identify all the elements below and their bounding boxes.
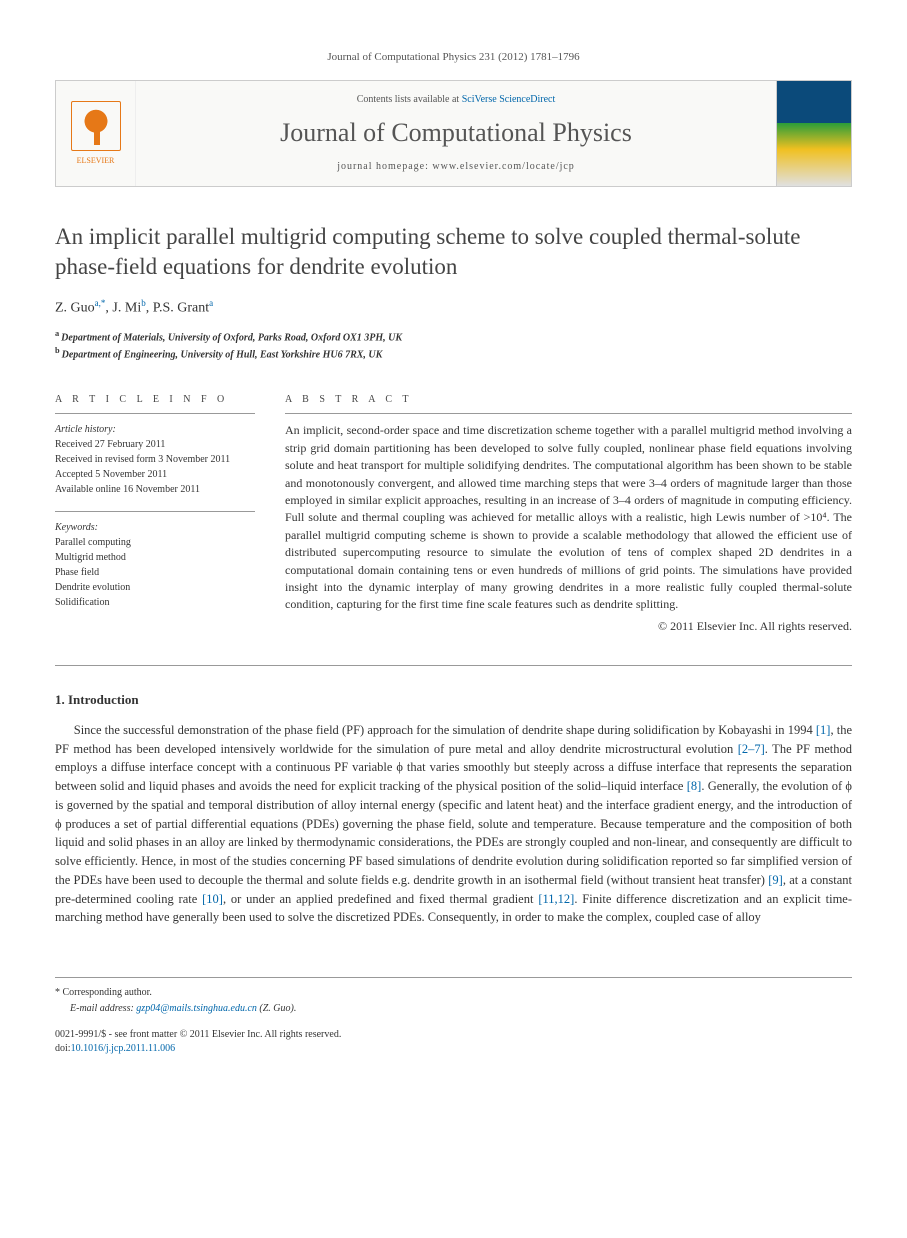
intro-text-1a: Since the successful demonstration of th… (74, 723, 816, 737)
author-3: P.S. Grant (153, 300, 209, 315)
journal-banner: ELSEVIER Contents lists available at Sci… (55, 80, 852, 186)
banner-center: Contents lists available at SciVerse Sci… (136, 81, 776, 185)
ref-link-9[interactable]: [9] (768, 873, 783, 887)
author-3-sup: a (209, 298, 213, 308)
history-label: Article history: (55, 422, 255, 437)
article-history-block: Article history: Received 27 February 20… (55, 422, 255, 497)
author-1: Z. Guo (55, 300, 95, 315)
article-title: An implicit parallel multigrid computing… (55, 222, 852, 282)
article-info-column: A R T I C L E I N F O Article history: R… (55, 387, 255, 634)
keyword-5: Solidification (55, 595, 255, 610)
corresponding-author: * Corresponding author. (55, 986, 852, 1000)
doi-label: doi: (55, 1043, 71, 1054)
journal-cover-thumb (776, 81, 851, 185)
keyword-4: Dendrite evolution (55, 580, 255, 595)
keywords-label: Keywords: (55, 520, 255, 535)
homepage-prefix: journal homepage: (337, 161, 432, 172)
contents-prefix: Contents lists available at (357, 94, 462, 105)
keyword-2: Multigrid method (55, 550, 255, 565)
abstract-text: An implicit, second-order space and time… (285, 422, 852, 613)
author-2-sup: b (141, 298, 146, 308)
homepage-url: www.elsevier.com/locate/jcp (432, 161, 574, 172)
ref-link-8[interactable]: [8] (687, 779, 702, 793)
email-suffix: (Z. Guo). (257, 1003, 296, 1014)
issn-line: 0021-9991/$ - see front matter © 2011 El… (55, 1028, 852, 1042)
author-2: J. Mi (112, 300, 141, 315)
journal-name: Journal of Computational Physics (146, 115, 766, 151)
keywords-block: Keywords: Parallel computing Multigrid m… (55, 520, 255, 610)
ref-link-2-7[interactable]: [2–7] (738, 742, 765, 756)
ref-link-10[interactable]: [10] (202, 892, 223, 906)
keyword-1: Parallel computing (55, 535, 255, 550)
keyword-3: Phase field (55, 565, 255, 580)
intro-text-1f: , or under an applied predefined and fix… (223, 892, 538, 906)
affiliation-b: Department of Engineering, University of… (62, 349, 383, 360)
page-footer: * Corresponding author. E-mail address: … (55, 977, 852, 1056)
elsevier-tree-icon (71, 101, 121, 151)
abstract-heading: A B S T R A C T (285, 387, 852, 414)
publisher-name: ELSEVIER (77, 155, 115, 166)
contents-available-line: Contents lists available at SciVerse Sci… (146, 93, 766, 107)
revised-date: Received in revised form 3 November 2011 (55, 452, 255, 467)
intro-text-1d: . Generally, the evolution of ϕ is gover… (55, 779, 852, 887)
received-date: Received 27 February 2011 (55, 437, 255, 452)
sciencedirect-link[interactable]: SciVerse ScienceDirect (462, 94, 556, 105)
doi-link[interactable]: 10.1016/j.jcp.2011.11.006 (71, 1043, 176, 1054)
online-date: Available online 16 November 2011 (55, 482, 255, 497)
abstract-copyright: © 2011 Elsevier Inc. All rights reserved… (285, 618, 852, 635)
email-line: E-mail address: gzp04@mails.tsinghua.edu… (70, 1002, 852, 1016)
accepted-date: Accepted 5 November 2011 (55, 467, 255, 482)
email-link[interactable]: gzp04@mails.tsinghua.edu.cn (136, 1003, 257, 1014)
running-header: Journal of Computational Physics 231 (20… (55, 50, 852, 65)
doi-line: doi:10.1016/j.jcp.2011.11.006 (55, 1042, 852, 1056)
email-label: E-mail address: (70, 1003, 136, 1014)
abstract-column: A B S T R A C T An implicit, second-orde… (285, 387, 852, 634)
info-divider (55, 511, 255, 512)
article-info-heading: A R T I C L E I N F O (55, 387, 255, 414)
ref-link-1[interactable]: [1] (816, 723, 831, 737)
intro-paragraph-1: Since the successful demonstration of th… (55, 721, 852, 927)
affiliation-a: Department of Materials, University of O… (61, 332, 402, 343)
intro-heading: 1. Introduction (55, 691, 852, 709)
affiliations: aDepartment of Materials, University of … (55, 328, 852, 363)
homepage-line: journal homepage: www.elsevier.com/locat… (146, 160, 766, 174)
elsevier-logo: ELSEVIER (56, 81, 136, 185)
author-list: Z. Guoa,*, J. Mib, P.S. Granta (55, 297, 852, 318)
author-1-sup: a,* (95, 298, 106, 308)
ref-link-11-12[interactable]: [11,12] (538, 892, 574, 906)
section-divider (55, 665, 852, 666)
